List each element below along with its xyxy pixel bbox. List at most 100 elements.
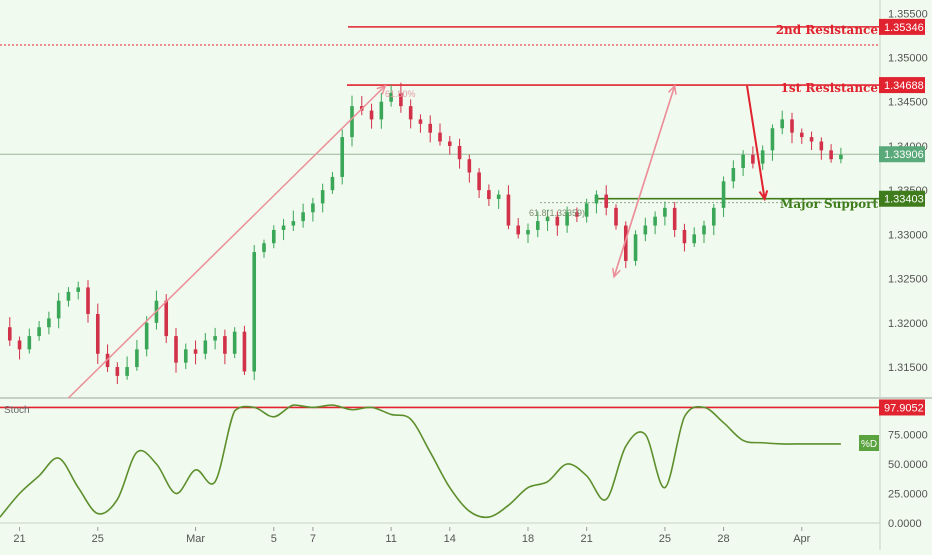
candle-body — [751, 154, 755, 164]
candle-body — [27, 336, 32, 350]
candle-body — [56, 300, 61, 319]
price-axis[interactable]: 1.355001.350001.345001.340001.335001.330… — [879, 8, 928, 530]
candle-body — [653, 216, 657, 226]
candle-body — [428, 123, 433, 133]
candle-body — [418, 119, 423, 124]
candle-body — [262, 243, 266, 253]
candle-body — [438, 132, 442, 142]
candle-body — [66, 291, 71, 301]
candle-body — [584, 203, 589, 217]
candle-body — [604, 194, 609, 208]
candle-body — [477, 172, 481, 191]
time-tick-label: 25 — [659, 533, 671, 545]
level-price-1-box — [879, 77, 925, 94]
resistance-1-label: 1st Resistance — [781, 81, 879, 95]
candle-body — [565, 212, 569, 226]
stoch-level-box — [879, 399, 925, 416]
candle-body — [340, 137, 345, 177]
candle-body — [770, 128, 775, 151]
candle-body — [809, 137, 814, 142]
candle-body — [95, 313, 100, 354]
candle-body — [682, 229, 687, 244]
candle-body — [780, 119, 785, 129]
candle-body — [37, 327, 41, 337]
candle-body — [535, 221, 540, 230]
price-tick-label: 1.31500 — [888, 362, 928, 374]
candle-body — [320, 190, 325, 204]
time-tick-label: Mar — [186, 533, 205, 545]
candle-body — [183, 349, 188, 363]
price-tick-label: 1.35000 — [888, 52, 928, 64]
price-tick-label: 1.32000 — [888, 318, 928, 330]
candle-body — [144, 322, 149, 350]
candle-body — [271, 229, 276, 244]
level-price-0-box — [879, 18, 925, 35]
candle-body — [7, 327, 12, 341]
candle-body — [311, 203, 315, 213]
time-tick-label: 25 — [92, 533, 104, 545]
candle-body — [379, 101, 384, 120]
candle-body — [633, 234, 638, 261]
candle-body — [672, 207, 677, 230]
candle-body — [399, 92, 403, 107]
time-tick-label: 28 — [717, 533, 729, 545]
candle-body — [408, 106, 413, 120]
candle-body — [467, 159, 472, 173]
time-tick-label: Apr — [793, 533, 810, 545]
impulse-arrow-up — [67, 85, 386, 399]
price-tick-label: 1.33000 — [888, 229, 928, 241]
resistance-2-label: 2nd Resistance — [776, 23, 879, 37]
candle-body — [252, 252, 257, 372]
candle-body — [790, 119, 794, 133]
candle-body — [506, 194, 511, 226]
stoch-tick-label: 75.0000 — [888, 430, 928, 442]
candle-body — [447, 141, 452, 146]
candle-body — [125, 367, 129, 376]
time-tick-label: 7 — [310, 533, 316, 545]
candle-body — [301, 212, 305, 222]
candle-body — [242, 331, 247, 372]
candle-body — [193, 349, 198, 354]
candle-body — [174, 336, 178, 363]
candle-body — [135, 349, 139, 368]
candle-body — [721, 181, 726, 208]
stoch-legend-badge — [859, 435, 879, 451]
projection-arrow-head — [758, 190, 769, 202]
candle-body — [545, 216, 550, 222]
impulse-arrow-up-head — [376, 84, 387, 95]
candle-body — [526, 229, 530, 235]
candle-body — [839, 154, 843, 160]
time-tick-label: 21 — [581, 533, 593, 545]
candle-body — [47, 318, 51, 328]
candle-body — [115, 367, 120, 376]
candle-body — [76, 287, 81, 292]
candle-body — [17, 340, 22, 350]
time-tick-label: 21 — [13, 533, 25, 545]
price-tick-label: 1.35500 — [888, 8, 928, 20]
fib-label-upper: 61.80% — [385, 89, 416, 99]
fib-arrow-up — [613, 85, 676, 278]
candle-body — [496, 194, 501, 199]
candle-body — [555, 216, 560, 226]
time-tick-label: 14 — [444, 533, 456, 545]
candle-body — [487, 190, 491, 199]
candle-body — [86, 287, 90, 314]
fib-label-lower: 61.8(1.33359) — [529, 208, 585, 218]
stoch-legend-text: %D — [861, 439, 877, 450]
candle-body — [760, 150, 765, 164]
candle-body — [702, 225, 706, 235]
time-tick-label: 18 — [522, 533, 534, 545]
stochastic-pane[interactable]: %D — [0, 404, 880, 524]
candle-body — [203, 340, 208, 354]
candle-body — [291, 221, 296, 226]
candle-body — [731, 168, 736, 182]
candle-body — [741, 154, 745, 169]
stoch-level-text: 97.9052 — [884, 402, 924, 414]
candle-body — [711, 207, 716, 226]
stoch-d-line — [0, 404, 841, 519]
candle-body — [799, 132, 804, 138]
candle-body — [516, 225, 521, 235]
